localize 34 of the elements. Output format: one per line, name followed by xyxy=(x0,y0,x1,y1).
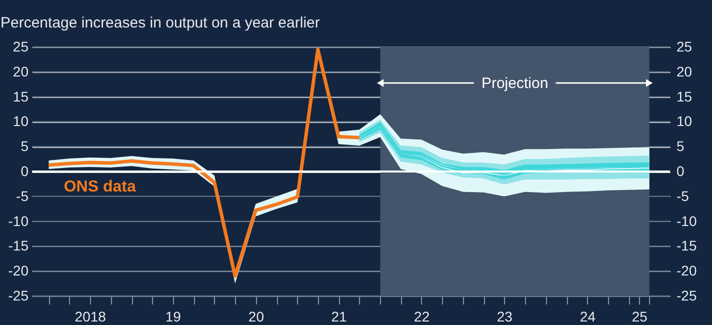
y2-tick-label: -10 xyxy=(676,212,697,229)
x-tick-label: 24 xyxy=(580,308,596,324)
x-tick-label: 21 xyxy=(331,308,348,324)
x-tick-label: 20 xyxy=(248,308,264,324)
y-tick-label: 25 xyxy=(12,38,29,54)
y-tick-label: 0 xyxy=(20,163,29,179)
y-tick-label: 20 xyxy=(12,63,29,80)
y-tick-label: -20 xyxy=(8,262,29,279)
line-series xyxy=(47,48,362,278)
y2-tick-label: 25 xyxy=(676,38,692,54)
x-tick-label: 22 xyxy=(414,308,430,324)
y-tick-label: 10 xyxy=(12,113,29,130)
y2-tick-label: -25 xyxy=(676,288,697,304)
y-tick-label: 5 xyxy=(20,138,29,154)
band-label: Projection xyxy=(481,75,548,92)
y-tick-label: -10 xyxy=(8,212,29,229)
y-tick-label: -25 xyxy=(8,288,29,304)
y2-tick-label: -20 xyxy=(676,262,697,279)
x-tick-label: 2018 xyxy=(74,308,106,324)
y2-tick-label: 20 xyxy=(676,63,692,80)
series-label: ONS data xyxy=(64,178,136,196)
y2-tick-label: 5 xyxy=(676,138,684,154)
y2-tick-label: 15 xyxy=(676,88,692,104)
x-tick-label: 23 xyxy=(496,308,513,324)
y-tick-label: -5 xyxy=(16,188,29,204)
y2-tick-label: 10 xyxy=(676,113,692,130)
y2-tick-label: -5 xyxy=(676,188,690,204)
y2-tick-label: -15 xyxy=(676,238,697,254)
y-tick-label: 15 xyxy=(12,88,29,104)
y-tick-label: -15 xyxy=(8,238,29,254)
x-tick-label: 19 xyxy=(165,308,182,324)
y2-tick-label: 0 xyxy=(676,163,684,179)
x-tick-label: 25 xyxy=(632,308,648,324)
y-axis-title: Percentage increases in output on a year earlier xyxy=(0,14,320,32)
